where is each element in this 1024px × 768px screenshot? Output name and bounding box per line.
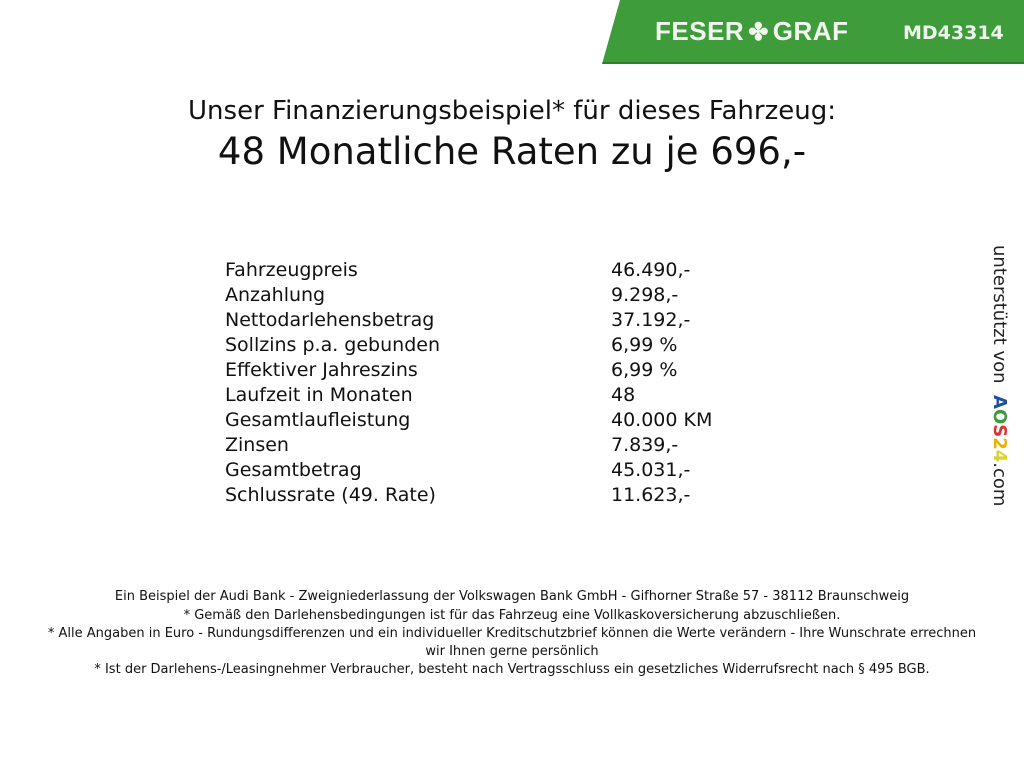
row-value: 7.839,- (611, 434, 679, 456)
title-line-1: Unser Finanzierungsbeispiel* für dieses … (188, 96, 836, 126)
title-line-2: 48 Monatliche Raten zu je 696,- (217, 130, 807, 173)
supported-by: unterstützt von AOS24.com (989, 245, 1010, 506)
row-label: Effektiver Jahreszins (225, 359, 418, 381)
supported-by-text: unterstützt von (989, 245, 1010, 384)
brand-name: FESER (655, 16, 745, 46)
table-row: Gesamtlaufleistung 40.000 KM (225, 408, 745, 433)
row-label: Sollzins p.a. gebunden (225, 334, 440, 356)
finance-table: Fahrzeugpreis 46.490,- Anzahlung 9.298,- N… (225, 258, 745, 508)
table-row: Gesamtbetrag 45.031,- (225, 458, 745, 483)
feser-graf-logo: FESER ✤ GRAF (655, 16, 848, 47)
footer-line: * Gemäß den Darlehensbedingungen ist für… (183, 608, 841, 623)
table-row: Sollzins p.a. gebunden 6,99 % (225, 333, 745, 358)
vehicle-code: MD43314 (903, 22, 1004, 44)
row-value: 6,99 % (611, 359, 678, 381)
row-value: 45.031,- (611, 459, 691, 481)
table-row: Schlussrate (49. Rate) 11.623,- (225, 483, 745, 508)
footer-line: * Alle Angaben in Euro - Rundungsdiffere… (47, 626, 977, 659)
row-value: 6,99 % (611, 334, 678, 356)
row-label: Gesamtlaufleistung (225, 409, 411, 431)
row-label: Schlussrate (49. Rate) (225, 484, 436, 506)
table-row: Anzahlung 9.298,- (225, 283, 745, 308)
footer-disclaimer: Ein Beispiel der Audi Bank - Zweignieder… (40, 587, 984, 679)
table-row: Fahrzeugpreis 46.490,- (225, 258, 745, 283)
row-value: 37.192,- (611, 309, 691, 331)
row-value: 11.623,- (611, 484, 691, 506)
table-row: Nettodarlehensbetrag 37.192,- (225, 308, 745, 333)
row-value: 9.298,- (611, 284, 679, 306)
aos24-logo: AOS24 (989, 395, 1010, 463)
row-label: Laufzeit in Monaten (225, 384, 413, 406)
clover-icon: ✤ (748, 19, 769, 46)
table-row: Zinsen 7.839,- (225, 433, 745, 458)
domain-suffix: .com (989, 462, 1010, 507)
row-label: Gesamtbetrag (225, 459, 362, 481)
row-label: Nettodarlehensbetrag (225, 309, 435, 331)
row-label: Zinsen (225, 434, 289, 456)
row-value: 48 (611, 384, 636, 406)
brand-name-2: GRAF (772, 16, 849, 46)
table-row: Laufzeit in Monaten 48 (225, 383, 745, 408)
table-row: Effektiver Jahreszins 6,99 % (225, 358, 745, 383)
footer-line: Ein Beispiel der Audi Bank - Zweignieder… (114, 589, 910, 604)
row-label: Fahrzeugpreis (225, 259, 358, 281)
header-band (602, 0, 1024, 64)
row-value: 46.490,- (611, 259, 691, 281)
row-label: Anzahlung (225, 284, 326, 306)
footer-line: * Ist der Darlehens-/Leasingnehmer Verbr… (94, 662, 930, 677)
row-value: 40.000 KM (611, 409, 713, 431)
